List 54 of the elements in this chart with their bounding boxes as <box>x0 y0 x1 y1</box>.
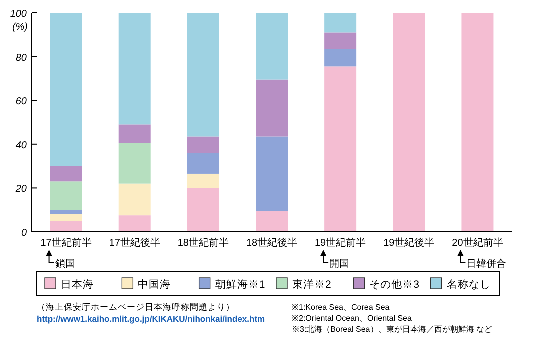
bar <box>118 184 151 216</box>
y-tick-label: 40 <box>16 140 28 152</box>
legend-label: 名称なし <box>446 279 491 291</box>
bar <box>50 182 82 210</box>
text: ※3:北海（Boreal Sea）、東が日本海／西が朝鮮海 など <box>292 325 492 334</box>
y-tick-label: 0 <box>21 228 28 239</box>
bar <box>462 13 494 232</box>
bar <box>50 214 82 222</box>
x-tick-label: 17世紀前半 <box>40 237 92 249</box>
y-tick-label: 100 <box>10 9 28 20</box>
legend-label: 中国海 <box>138 278 172 291</box>
text: 開国 <box>330 259 350 270</box>
bar <box>324 49 357 67</box>
text: 日韓併合 <box>466 258 507 270</box>
x-tick-label: 18世紀前半 <box>178 237 229 249</box>
bar <box>393 13 426 232</box>
text: ※2:Oriental Ocean、Oriental Sea <box>292 314 412 323</box>
y-tick-label: 60 <box>16 96 28 108</box>
bar <box>50 210 82 214</box>
legend-label: その他※3 <box>370 279 420 291</box>
bar <box>50 13 82 166</box>
bar <box>118 13 151 125</box>
text: http://www1.kaiho.mlit.go.jp/KIKAKU/nihonkai/index.htm <box>37 314 266 324</box>
bar <box>187 136 220 154</box>
bar <box>256 13 288 80</box>
bar <box>324 32 357 50</box>
text: （海上保安庁ホームページ日本海呼称問題より） <box>37 302 235 312</box>
bar <box>50 221 82 232</box>
bar <box>118 143 151 184</box>
bar <box>187 13 220 137</box>
bar <box>50 166 82 182</box>
bar <box>118 216 151 232</box>
legend-label: 朝鮮海※1 <box>215 278 266 291</box>
text: ※1:Korea Sea、Corea Sea <box>292 303 390 312</box>
bar <box>256 80 288 137</box>
y-axis-title: (%) <box>12 22 28 33</box>
bar <box>187 174 220 188</box>
bar <box>187 188 220 232</box>
bar <box>118 124 151 144</box>
bar <box>256 136 288 212</box>
legend-label: 日本海 <box>61 278 94 291</box>
bar <box>324 66 357 232</box>
bar <box>324 13 357 33</box>
x-tick-label: 19世紀前半 <box>315 237 366 249</box>
y-tick-label: 80 <box>16 52 28 64</box>
x-tick-label: 20世紀前半 <box>452 237 504 249</box>
y-tick-label: 20 <box>14 184 28 196</box>
x-tick-label: 19世紀後半 <box>384 237 435 249</box>
bar <box>256 211 288 232</box>
bar <box>187 153 220 174</box>
x-tick-label: 18世紀後半 <box>246 237 298 249</box>
legend-label: 東洋※2 <box>292 278 332 291</box>
text: 鎖国 <box>55 259 76 270</box>
x-tick-label: 17世紀後半 <box>109 237 160 249</box>
